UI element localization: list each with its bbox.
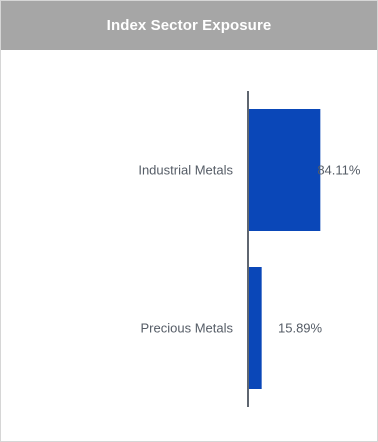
- bar-precious-metals: [248, 267, 262, 389]
- bar-industrial-metals: [248, 109, 321, 231]
- data-label: 84.11%: [317, 163, 361, 178]
- card-title: Index Sector Exposure: [106, 17, 272, 34]
- data-label: 15.89%: [278, 321, 323, 336]
- card-header: Index Sector Exposure: [1, 1, 377, 50]
- category-label: Precious Metals: [141, 321, 234, 336]
- category-label: Industrial Metals: [138, 163, 233, 178]
